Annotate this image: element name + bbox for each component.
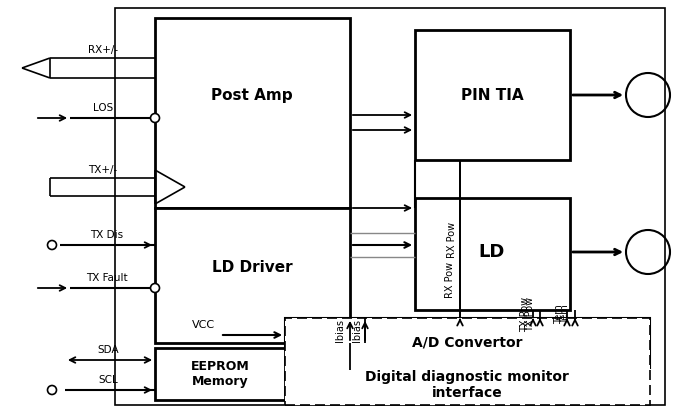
Bar: [155, 348, 285, 400]
Bar: [415, 30, 570, 160]
Text: TX Fault: TX Fault: [86, 273, 128, 283]
Text: Ibias: Ibias: [335, 319, 345, 342]
Circle shape: [47, 241, 56, 249]
Text: RX Pow: RX Pow: [447, 222, 457, 258]
Text: RX Pow: RX Pow: [445, 262, 455, 298]
Text: LD Driver: LD Driver: [212, 261, 292, 276]
Bar: [155, 208, 350, 343]
Text: RX+/-: RX+/-: [88, 45, 118, 55]
Text: Tem: Tem: [560, 304, 570, 324]
Text: TX+/-: TX+/-: [89, 165, 118, 175]
Text: PIN TIA: PIN TIA: [460, 88, 523, 103]
Bar: [155, 18, 350, 208]
Text: LD: LD: [479, 243, 505, 261]
Text: EEPROM
Memory: EEPROM Memory: [191, 360, 249, 388]
Circle shape: [150, 284, 160, 292]
Text: A/D Convertor: A/D Convertor: [412, 336, 522, 350]
Bar: [285, 318, 650, 405]
Text: TX Pow: TX Pow: [520, 296, 530, 332]
Text: Digital diagnostic monitor
interface: Digital diagnostic monitor interface: [365, 370, 569, 400]
Text: Tem: Tem: [554, 304, 564, 324]
Text: Ibias: Ibias: [352, 319, 362, 342]
Bar: [115, 8, 665, 405]
Text: LOS: LOS: [93, 103, 113, 113]
Bar: [285, 318, 650, 368]
Circle shape: [150, 113, 160, 123]
Text: TX Dis: TX Dis: [91, 230, 124, 240]
Text: TX Pow: TX Pow: [525, 296, 535, 332]
Circle shape: [47, 385, 56, 394]
Text: SCL: SCL: [98, 375, 118, 385]
Text: SDA: SDA: [97, 345, 118, 355]
Text: Post Amp: Post Amp: [211, 88, 293, 103]
Text: VCC: VCC: [192, 320, 215, 330]
Bar: [415, 198, 570, 310]
